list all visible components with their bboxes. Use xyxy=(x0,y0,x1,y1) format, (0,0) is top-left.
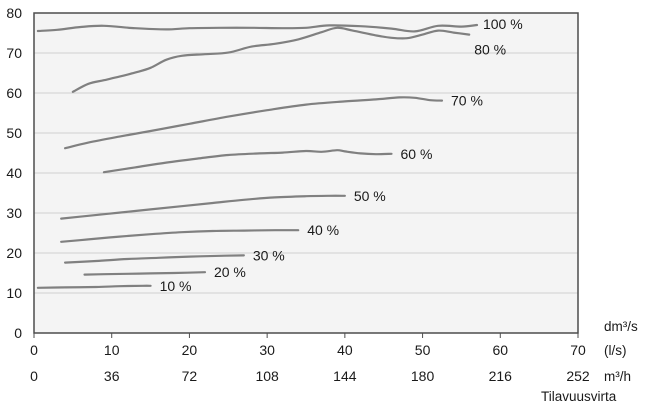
series-label: 40 % xyxy=(307,222,339,238)
y-tick-label: 40 xyxy=(6,165,22,181)
series-label: 30 % xyxy=(253,247,285,263)
x-axis-title: Tilavuusvirta xyxy=(541,389,617,404)
series-label: 50 % xyxy=(354,188,386,204)
series-line xyxy=(83,271,207,276)
x-tick-label-m3h: 108 xyxy=(255,368,279,384)
series-line xyxy=(36,284,152,289)
series-line xyxy=(60,229,300,243)
x-tick-label: 70 xyxy=(570,342,586,358)
x-tick-label: 10 xyxy=(104,342,120,358)
series-label: 80 % xyxy=(474,42,506,58)
x-unit-m3h: m³/h xyxy=(604,369,631,384)
x-tick-label-m3h: 0 xyxy=(30,368,38,384)
y-tick-label: 80 xyxy=(6,5,22,21)
series-label: 70 % xyxy=(451,93,483,109)
series-label: 60 % xyxy=(400,146,432,162)
plot-frame xyxy=(33,12,579,334)
series-label: 20 % xyxy=(214,264,246,280)
y-tick-labels: 0 10 20 30 40 50 60 70 80 xyxy=(6,5,22,341)
series-line xyxy=(63,96,444,150)
x-tick-label: 40 xyxy=(337,342,353,358)
x-tick-label-m3h: 36 xyxy=(104,368,120,384)
series-lines xyxy=(36,23,479,289)
series-labels: 100 % 80 % 70 % 60 % 50 % 40 % 30 % 20 % 10 % xyxy=(160,16,523,294)
series-label: 100 % xyxy=(483,16,523,32)
y-tick-label: 0 xyxy=(14,325,22,341)
x-tick-label-m3h: 180 xyxy=(411,368,435,384)
x-tick-label-m3h: 216 xyxy=(489,368,513,384)
x-tick-label: 50 xyxy=(415,342,431,358)
series-line xyxy=(102,149,393,174)
x-tick-labels-ls: 0 10 20 30 40 50 60 70 xyxy=(30,342,586,358)
series-line xyxy=(36,23,479,33)
x-tick-label: 30 xyxy=(259,342,275,358)
series-line xyxy=(71,26,471,93)
x-tick-label-m3h: 252 xyxy=(566,368,590,384)
y-tick-label: 50 xyxy=(6,125,22,141)
y-tick-label: 30 xyxy=(6,205,22,221)
y-tick-label: 70 xyxy=(6,45,22,61)
series-line xyxy=(60,194,346,220)
x-tick-label: 60 xyxy=(492,342,508,358)
x-tick-label: 0 xyxy=(30,342,38,358)
x-unit-dm3s: dm³/s xyxy=(604,319,638,334)
axes xyxy=(33,12,579,338)
x-tick-label: 20 xyxy=(182,342,198,358)
y-tick-label: 20 xyxy=(6,245,22,261)
x-tick-label-m3h: 72 xyxy=(182,368,198,384)
series-label: 10 % xyxy=(160,278,192,294)
x-tick-labels-m3h: 0 36 72 108 144 180 216 252 xyxy=(30,368,590,384)
series-line xyxy=(63,254,245,264)
x-unit-ls: (l/s) xyxy=(604,343,627,358)
y-tick-label: 60 xyxy=(6,85,22,101)
x-tick-label-m3h: 144 xyxy=(333,368,357,384)
y-tick-label: 10 xyxy=(6,285,22,301)
